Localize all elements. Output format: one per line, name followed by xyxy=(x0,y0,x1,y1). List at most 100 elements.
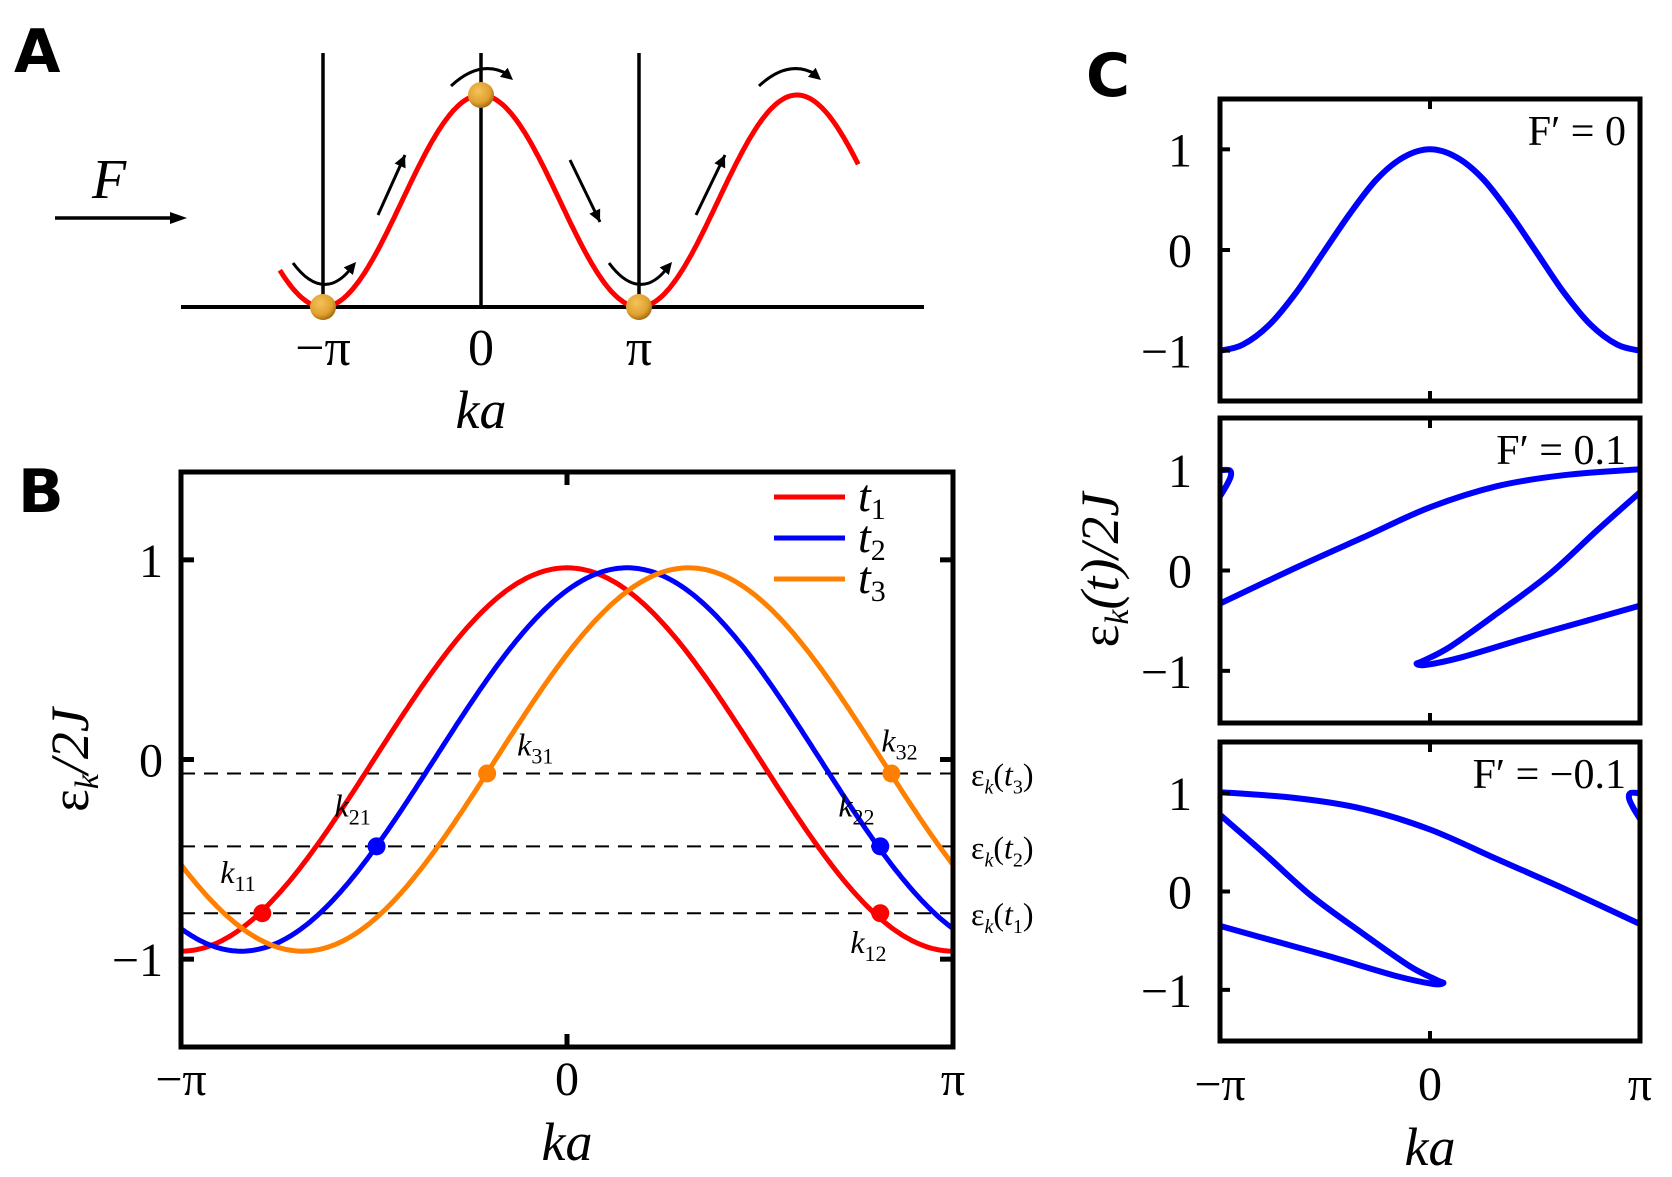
panel-c-x-tick-label: 0 xyxy=(1418,1058,1442,1111)
panel-b-x-tick-label: π xyxy=(941,1053,965,1106)
panel-c-x-tick-label: π xyxy=(1628,1058,1652,1111)
energy-level-label-eps_t2: εk(t2) xyxy=(971,829,1034,871)
panel-b-x-tick-label: −π xyxy=(155,1053,206,1106)
panel-c-y-tick-label: 1 xyxy=(1168,124,1192,177)
panel-c-y-tick-label: 0 xyxy=(1168,546,1192,599)
dispersion-curve xyxy=(1220,146,1640,354)
panel-a-slope-arrow-head-icon xyxy=(714,155,726,169)
legend-label-sub: 2 xyxy=(871,534,886,567)
panel-b-frame xyxy=(178,469,956,1050)
eps-subscript: k xyxy=(984,776,994,798)
panel-c-curves xyxy=(1220,789,1640,988)
panel-c-subplot-F0.1: −1 0 1 F′ = 0.1 xyxy=(1141,415,1643,726)
force-label: F xyxy=(91,149,127,211)
band-curve-t3 xyxy=(181,565,953,954)
panel-c-y-tick-label: 0 xyxy=(1168,225,1192,278)
crossing-label-main: k xyxy=(335,787,350,823)
crossing-point-k21 xyxy=(367,837,386,856)
panel-b-x-tick-label: 0 xyxy=(555,1053,579,1106)
panel-b-y-label-main: ε xyxy=(40,789,100,812)
panel-a-curl-arrow-head-icon xyxy=(659,262,672,276)
panel-a-curl-arrow xyxy=(449,67,510,88)
panel-a-x-label: ka xyxy=(456,380,507,440)
panel-a-particle xyxy=(468,82,494,108)
panel-c-y-tick-label: −1 xyxy=(1141,646,1192,699)
dispersion-curve xyxy=(1220,811,1447,988)
energy-level-label-eps_t1: εk(t1) xyxy=(971,896,1034,938)
energy-level-label-eps_t3: εk(t3) xyxy=(971,756,1034,798)
panel-c-subplot-F0: −1 0 1 F′ = 0 xyxy=(1141,96,1643,404)
panel-b-y-label: εk/2J xyxy=(40,705,106,812)
crossing-label-k11: k11 xyxy=(220,854,255,896)
dispersion-curve xyxy=(1220,466,1640,607)
crossing-label-sub: 11 xyxy=(234,871,255,896)
eps-symbol: ε xyxy=(971,756,984,792)
eps-arg: t xyxy=(1004,756,1014,792)
legend-label-main: t xyxy=(858,552,872,603)
eps-symbol: ε xyxy=(971,829,984,865)
eps-arg: t xyxy=(1004,829,1014,865)
panel-c-x-tick-label: −π xyxy=(1194,1058,1245,1111)
panel-b-y-label-sub: k xyxy=(69,773,106,789)
panel-c-y-tick-label: 1 xyxy=(1168,768,1192,821)
force-arrow-head-icon xyxy=(170,212,187,224)
crossing-label-k22: k22 xyxy=(838,787,874,829)
paren-open: ( xyxy=(993,896,1004,932)
panel-c-annotation: F′ = −0.1 xyxy=(1473,752,1626,798)
crossing-label-sub: 22 xyxy=(853,804,875,829)
panel-b-y-tick-label: 1 xyxy=(139,535,163,588)
panel-c-y-label-main: ε xyxy=(1070,625,1130,648)
legend-label-main: t xyxy=(858,470,872,521)
eps-symbol: ε xyxy=(971,896,984,932)
panel-a-curl-arrow-head-icon xyxy=(499,67,513,80)
paren-close: ) xyxy=(1023,896,1034,932)
paren-close: ) xyxy=(1023,829,1034,865)
panel-b-y-label-rest: /2J xyxy=(40,705,100,777)
panel-a-curl-arrow xyxy=(757,67,818,88)
crossing-label-k31: k31 xyxy=(517,726,553,768)
crossing-label-k32: k32 xyxy=(881,722,917,764)
crossing-label-main: k xyxy=(517,726,532,762)
legend-label-sub: 3 xyxy=(871,575,886,608)
panel-c-x-label: ka xyxy=(1405,1117,1456,1177)
legend-label-sub: 1 xyxy=(871,493,886,526)
panel-c-y-tick-label: 1 xyxy=(1168,445,1192,498)
svg-text:εk/2J: εk/2J xyxy=(40,705,106,812)
panel-a-curl-arrow xyxy=(291,262,355,286)
panel-c-subplot-F-0.1: −1 0 1 F′ = −0.1 xyxy=(1141,739,1643,1044)
panel-label-b: B xyxy=(18,457,64,527)
panel-c-y-label-sub: k xyxy=(1099,609,1136,625)
panel-a: F −π 0 π ka xyxy=(55,53,924,440)
crossing-label-k12: k12 xyxy=(850,924,886,966)
legend-label-t1: t1 xyxy=(858,470,886,526)
panel-label-c: C xyxy=(1086,41,1130,111)
panel-a-curl-arrow-head-icon xyxy=(343,262,356,276)
crossing-point-k31 xyxy=(478,764,497,783)
paren-open: ( xyxy=(993,756,1004,792)
eps-subscript: k xyxy=(984,849,994,871)
panel-a-particle xyxy=(310,294,337,320)
band-curve-t2 xyxy=(181,565,953,954)
panel-c-curves xyxy=(1220,146,1640,354)
crossing-label-main: k xyxy=(881,722,896,758)
panel-c-y-tick-label: −1 xyxy=(1141,326,1192,379)
legend-label-t2: t2 xyxy=(858,511,886,567)
crossing-label-sub: 31 xyxy=(531,743,553,768)
panel-c-y-label: εk(t)/2J xyxy=(1070,490,1136,648)
band-curve-t1 xyxy=(181,565,953,954)
panel-b-y-tick-label: −1 xyxy=(112,934,163,987)
panel-c-curves xyxy=(1220,466,1640,669)
panel-b-y-tick-label: 0 xyxy=(139,735,163,788)
panel-a-x-tick-label: 0 xyxy=(468,320,494,377)
crossing-label-sub: 12 xyxy=(865,941,887,966)
panel-b-x-label: ka xyxy=(542,1112,593,1172)
panel-a-slope-arrow-head-icon xyxy=(589,208,601,222)
eps-subscript: k xyxy=(984,916,994,938)
svg-text:εk(t)/2J: εk(t)/2J xyxy=(1070,490,1136,648)
eps-arg-subscript: 1 xyxy=(1013,916,1023,938)
legend-label-main: t xyxy=(858,511,872,562)
paren-open: ( xyxy=(993,829,1004,865)
eps-arg-subscript: 2 xyxy=(1013,849,1023,871)
